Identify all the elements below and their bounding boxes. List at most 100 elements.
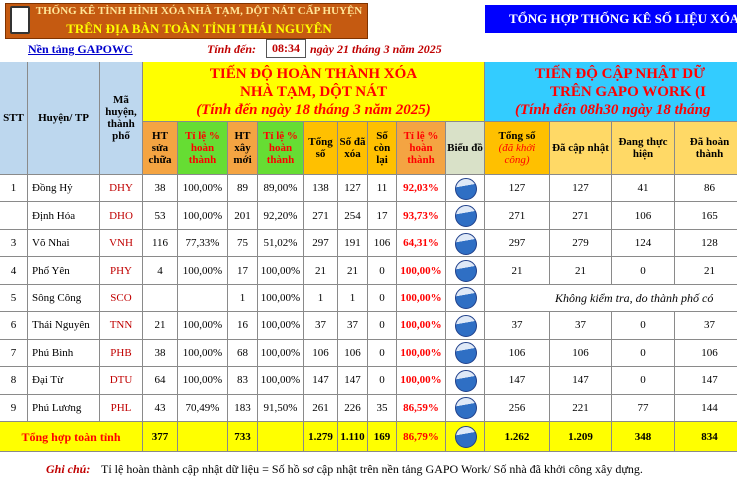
data-cell: 271 xyxy=(485,202,550,230)
data-cell: 0 xyxy=(612,367,675,395)
data-cell: 100,00% xyxy=(258,339,304,368)
group-line: (Tính đến ngày 18 tháng 3 năm 2025) xyxy=(196,101,431,118)
data-cell: Phú Lương xyxy=(28,394,100,422)
data-cell: PHB xyxy=(100,339,143,368)
data-cell: 8 xyxy=(0,367,28,395)
data-cell: 75 xyxy=(228,229,258,258)
data-cell: 93,73% xyxy=(397,202,446,230)
column-header: Huyện/ TP xyxy=(28,62,100,175)
data-cell: 21 xyxy=(550,257,612,285)
data-cell: 1 xyxy=(0,175,28,203)
data-cell: PHY xyxy=(100,257,143,285)
data-cell: 53 xyxy=(143,202,178,230)
column-header: Tỉ lệ % hoàn thành xyxy=(258,122,304,175)
group-line: (Tính đến 08h30 ngày 18 tháng xyxy=(515,101,711,118)
data-cell: 89 xyxy=(228,175,258,203)
data-cell: 16 xyxy=(228,312,258,340)
column-header: Số còn lại xyxy=(368,122,397,175)
chart-icon xyxy=(454,369,477,392)
data-cell: 68 xyxy=(228,339,258,368)
data-cell: 128 xyxy=(675,229,737,258)
data-cell: 201 xyxy=(228,202,258,230)
banner-title: THỐNG KÊ TÌNH HÌNH XÓA NHÀ TẠM, DỘT NÁT … xyxy=(35,5,363,17)
data-cell: 271 xyxy=(304,202,338,230)
data-cell: 147 xyxy=(338,367,368,395)
total-cell: 1.209 xyxy=(550,422,612,452)
column-header: Tổng số (đã khởi công) xyxy=(485,122,550,175)
platform-link[interactable]: Nền tảng GAPOWC xyxy=(28,42,133,56)
data-cell: 37 xyxy=(675,312,737,340)
total-cell xyxy=(258,422,304,452)
chart-icon xyxy=(454,205,477,228)
total-cell: 348 xyxy=(612,422,675,452)
data-cell: 21 xyxy=(338,257,368,285)
data-cell: Phổ Yên xyxy=(28,257,100,285)
data-cell: 92,20% xyxy=(258,202,304,230)
data-cell: TNN xyxy=(100,312,143,340)
total-cell: 834 xyxy=(675,422,737,452)
data-cell: Phú Bình xyxy=(28,339,100,368)
data-cell xyxy=(143,284,178,313)
chart-icon xyxy=(454,342,477,365)
data-cell: 100,00% xyxy=(178,175,228,203)
column-header: Đã cập nhật xyxy=(550,122,612,175)
data-cell: 297 xyxy=(304,229,338,258)
data-cell: 147 xyxy=(304,367,338,395)
data-cell: 0 xyxy=(368,284,397,313)
data-cell: 21 xyxy=(675,257,737,285)
data-cell: 100,00% xyxy=(178,257,228,285)
data-cell: 0 xyxy=(368,367,397,395)
data-cell: 106 xyxy=(338,339,368,368)
title-banner xyxy=(5,3,368,39)
data-cell: 70,49% xyxy=(178,394,228,422)
data-cell: 100,00% xyxy=(178,367,228,395)
data-cell: 21 xyxy=(485,257,550,285)
banner-title: TRÊN ĐỊA BÀN TOÀN TỈNH THÁI NGUYÊN xyxy=(66,21,332,36)
data-cell: 7 xyxy=(0,339,28,368)
column-header: Mã huyện, thành phố xyxy=(100,62,143,175)
chart-icon xyxy=(454,287,477,310)
data-cell: 64,31% xyxy=(397,229,446,258)
data-cell: 38 xyxy=(143,175,178,203)
data-cell: 0 xyxy=(368,312,397,340)
data-cell: 1 xyxy=(228,284,258,313)
data-cell: 106 xyxy=(675,339,737,368)
data-cell: 191 xyxy=(338,229,368,258)
data-cell: 100,00% xyxy=(258,312,304,340)
column-header: Tỉ lệ % hoàn thành xyxy=(178,122,228,175)
column-header: Đang thực hiện xyxy=(612,122,675,175)
data-cell: 106 xyxy=(550,339,612,368)
data-cell: Định Hóa xyxy=(28,202,100,230)
data-cell: 100,00% xyxy=(397,367,446,395)
data-cell: 37 xyxy=(485,312,550,340)
data-cell: Thái Nguyên xyxy=(28,312,100,340)
column-header: Biểu đồ xyxy=(446,122,485,175)
data-cell: 100,00% xyxy=(178,312,228,340)
data-cell: 37 xyxy=(550,312,612,340)
right-title: TỔNG HỢP THỐNG KÊ SỐ LIỆU XÓA xyxy=(485,5,737,33)
total-label: Tổng hợp toàn tỉnh xyxy=(0,422,143,452)
data-cell: 100,00% xyxy=(397,339,446,368)
total-cell: 733 xyxy=(228,422,258,452)
data-cell: 21 xyxy=(304,257,338,285)
total-cell: 1.279 xyxy=(304,422,338,452)
total-cell: 169 xyxy=(368,422,397,452)
total-cell: 377 xyxy=(143,422,178,452)
data-cell: 256 xyxy=(485,394,550,422)
data-cell: Sông Công xyxy=(28,284,100,313)
data-cell: 1 xyxy=(304,284,338,313)
data-cell: 147 xyxy=(675,367,737,395)
data-cell: 86,59% xyxy=(397,394,446,422)
data-cell: 6 xyxy=(0,312,28,340)
footnote-label: Ghi chú: xyxy=(46,462,91,476)
data-cell: 5 xyxy=(0,284,28,313)
column-header: Tổng số xyxy=(304,122,338,175)
data-cell: 100,00% xyxy=(397,257,446,285)
data-cell: 100,00% xyxy=(258,367,304,395)
data-cell: Võ Nhai xyxy=(28,229,100,258)
data-cell: 271 xyxy=(550,202,612,230)
data-cell: 21 xyxy=(143,312,178,340)
data-cell: 37 xyxy=(338,312,368,340)
footnote-text: Tỉ lệ hoàn thành cập nhật dữ liệu = Số h… xyxy=(101,462,643,476)
